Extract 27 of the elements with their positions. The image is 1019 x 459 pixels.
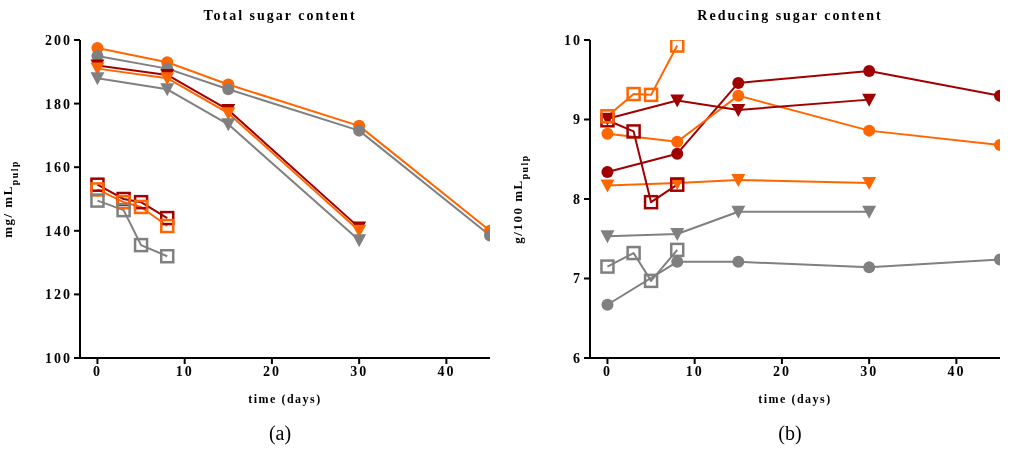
y-tick-label: 9 bbox=[573, 112, 582, 128]
x-tick-label: 0 bbox=[92, 363, 102, 379]
x-tick-label: 20 bbox=[772, 363, 791, 379]
y-tick-label: 7 bbox=[573, 271, 582, 287]
x-tick-label: 10 bbox=[685, 363, 704, 379]
x-axis-title: time (days) bbox=[758, 392, 832, 406]
y-tick-label: 160 bbox=[45, 160, 72, 176]
x-tick-label: 20 bbox=[262, 363, 281, 379]
y-tick-label: 10 bbox=[564, 32, 582, 48]
x-tick-label: 40 bbox=[437, 363, 456, 379]
text: (a) bbox=[267, 422, 293, 445]
y-tick-label: 6 bbox=[573, 350, 582, 366]
x-tick-label: 40 bbox=[947, 363, 966, 379]
x-tick-label: 30 bbox=[350, 363, 369, 379]
y-tick-label: 120 bbox=[45, 287, 72, 303]
x-tick-label: 30 bbox=[860, 363, 879, 379]
y-tick-label: 200 bbox=[45, 32, 72, 48]
y-tick-label: 8 bbox=[573, 191, 582, 207]
x-tick-label: 0 bbox=[602, 363, 612, 379]
x-tick-label: 10 bbox=[175, 363, 194, 379]
y-tick-label: 140 bbox=[45, 223, 72, 239]
x-axis-title: time (days) bbox=[248, 392, 322, 406]
chart-title: Total sugar content bbox=[202, 8, 358, 25]
y-tick-label: 100 bbox=[45, 350, 72, 366]
text: (b) bbox=[777, 422, 803, 445]
chart-title: Reducing sugar content bbox=[696, 8, 884, 25]
y-tick-label: 180 bbox=[45, 96, 72, 112]
